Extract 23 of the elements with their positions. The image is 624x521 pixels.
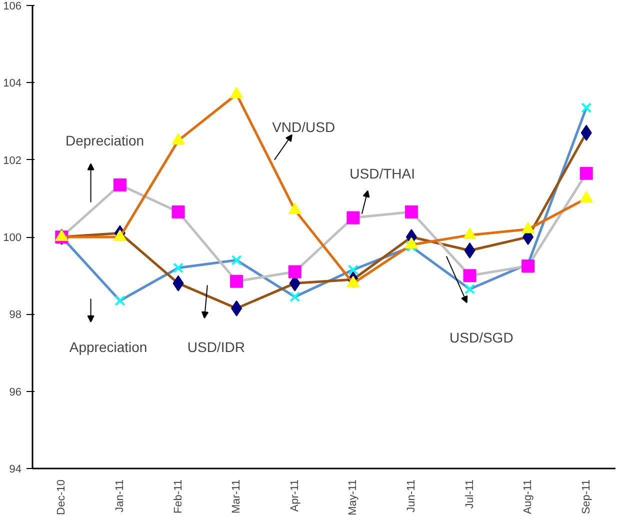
y-tick-label: 98 [9,309,22,322]
y-tick-label: 106 [3,0,22,12]
x-tick-label: Apr-11 [288,479,301,512]
y-tick-label: 96 [9,386,22,398]
x-tick-label: May-11 [347,479,360,516]
x-tick-label: Jun-11 [405,479,418,512]
text: USD/SGD [450,329,514,346]
annotation: Appreciation [69,338,148,355]
annotation: Depreciation [65,132,144,149]
x-tick-label: Sep-11 [580,480,592,514]
series-label: VND/USD [272,119,336,136]
y-tick-label: 100 [3,232,22,244]
y-tick-label: 102 [3,154,22,167]
x-tick-label: Jul-11 [464,479,476,509]
x-tick-label: Mar-11 [230,479,243,514]
y-tick-label: 104 [3,78,22,90]
x-tick-label: Jan-11 [114,479,126,512]
x-tick-label: Feb-11 [172,479,184,514]
x-tick-label: Aug-11 [522,480,534,514]
series-label: USD/THAI [350,165,415,182]
y-tick-label: 94 [9,464,22,476]
series-label: USD/IDR [187,338,245,355]
x-tick-label: Dec-10 [56,479,68,515]
